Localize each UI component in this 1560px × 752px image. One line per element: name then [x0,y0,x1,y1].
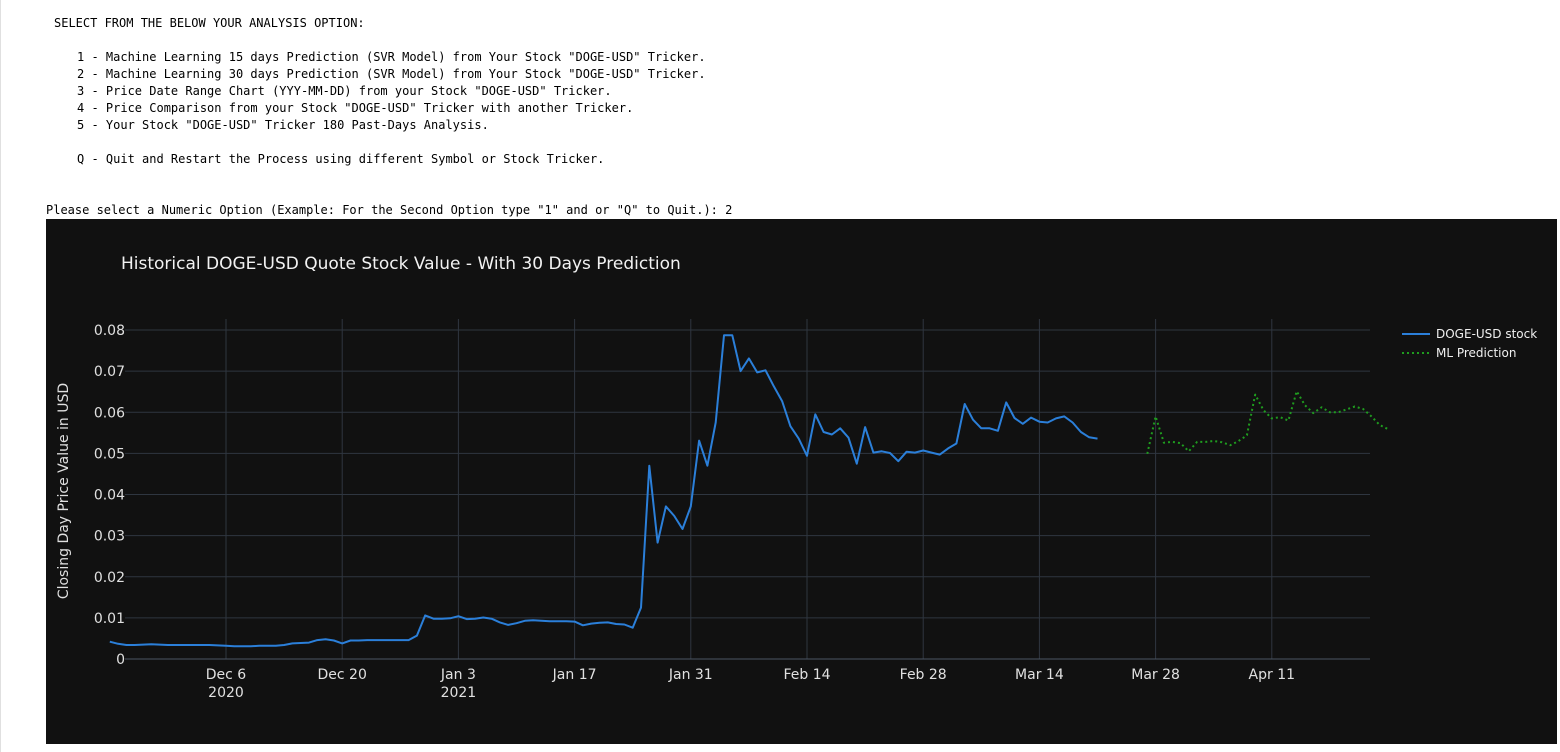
chart-title: Historical DOGE-USD Quote Stock Value - … [121,254,681,274]
console-input-prompt[interactable]: Please select a Numeric Option (Example:… [46,203,733,217]
line-chart[interactable]: Historical DOGE-USD Quote Stock Value - … [46,219,1557,744]
x-tick-label: Dec 6 [206,667,247,683]
x-tick-label: Mar 28 [1131,667,1180,683]
y-tick-label: 0.01 [94,611,125,627]
x-tick-label: Mar 14 [1015,667,1064,683]
y-tick-label: 0.03 [94,529,125,545]
x-tick-label: Dec 20 [318,667,367,683]
x-tick-sublabel: 2021 [441,685,477,701]
y-tick-label: 0.05 [94,446,125,462]
y-axis-label: Closing Day Price Value in USD [56,383,72,599]
y-tick-label: 0.06 [94,405,125,421]
console-option-4: 4 - Price Comparison from your Stock "DO… [77,101,634,115]
y-tick-label: 0.04 [94,488,125,504]
x-tick-label: Jan 3 [440,667,476,683]
console-option-3: 3 - Price Date Range Chart (YYY-MM-DD) f… [77,84,612,98]
console-option-2: 2 - Machine Learning 30 days Prediction … [77,67,706,81]
y-tick-label: 0.02 [94,570,125,586]
x-tick-label: Jan 31 [668,667,713,683]
console-option-1: 1 - Machine Learning 15 days Prediction … [77,50,706,64]
x-tick-label: Apr 11 [1249,667,1295,683]
legend-label: DOGE-USD stock [1436,327,1537,341]
y-tick-label: 0 [116,652,125,668]
x-tick-label: Feb 14 [783,667,830,683]
console-quit-option: Q - Quit and Restart the Process using d… [77,152,605,166]
legend-label: ML Prediction [1436,346,1516,360]
x-tick-sublabel: 2020 [208,685,244,701]
console-option-5: 5 - Your Stock "DOGE-USD" Tricker 180 Pa… [77,118,489,132]
x-tick-label: Feb 28 [900,667,947,683]
y-tick-label: 0.07 [94,364,125,380]
series-line-ml-prediction [1146,390,1389,455]
x-tick-label: Jan 17 [552,667,597,683]
y-tick-label: 0.08 [94,323,125,339]
window-left-border [0,0,1,752]
chart-panel[interactable]: Historical DOGE-USD Quote Stock Value - … [46,219,1557,744]
series-line-doge-usd-stock [109,334,1098,648]
console-header: SELECT FROM THE BELOW YOUR ANALYSIS OPTI… [54,16,365,30]
